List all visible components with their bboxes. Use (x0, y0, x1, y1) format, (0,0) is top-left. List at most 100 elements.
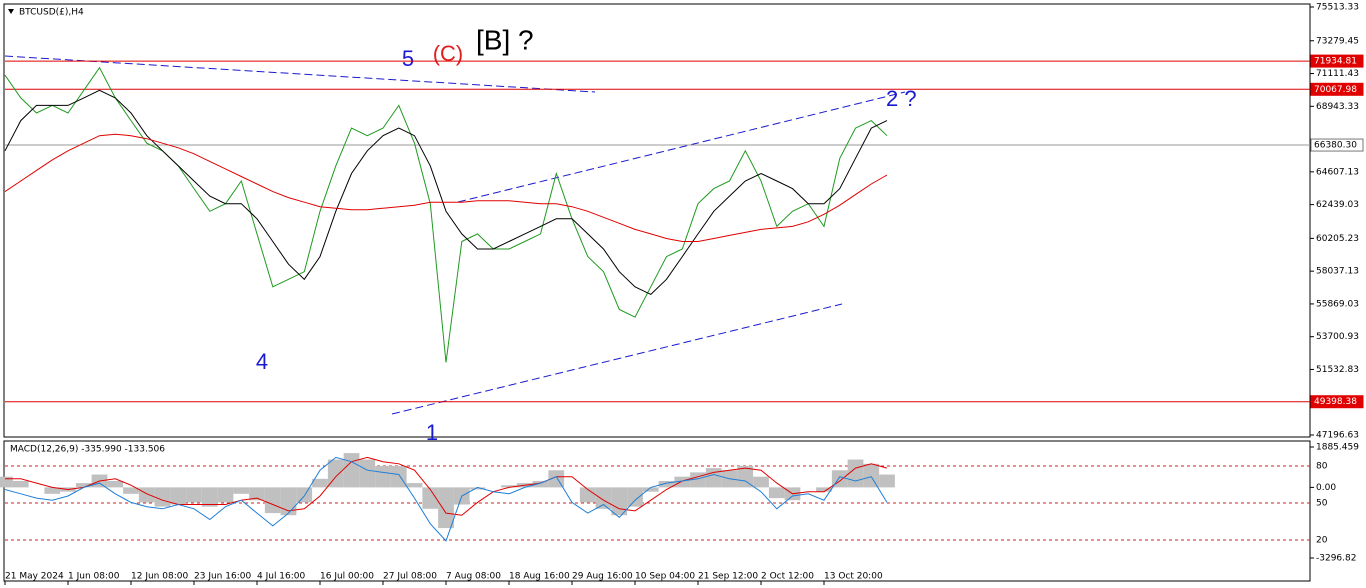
histogram-bar (768, 487, 785, 499)
histogram-bar (438, 487, 454, 529)
y-tick-label: 64607.13 (1316, 167, 1359, 177)
histogram-bar (847, 459, 864, 488)
histogram-bar (44, 487, 61, 494)
series-line (5, 456, 888, 516)
histogram-bar (201, 487, 218, 507)
histogram-bar (12, 480, 29, 488)
histogram-bar (123, 487, 139, 494)
series-line (4, 456, 888, 542)
x-tick-label: 13 Oct 20:00 (824, 572, 883, 582)
histogram-bar (343, 453, 360, 488)
x-tick-label: 4 Jul 16:00 (257, 572, 306, 582)
histogram-bar (879, 474, 895, 488)
histogram-bar (217, 487, 234, 503)
x-tick-label: 27 Jul 08:00 (383, 572, 437, 582)
histogram-bar (501, 485, 517, 488)
trend-lines (4, 55, 906, 415)
histogram-bar (312, 478, 328, 488)
histogram-bar (0, 476, 13, 488)
x-tick-label: 12 Jun 08:00 (131, 572, 188, 582)
histogram-bar (186, 487, 202, 503)
level-label: 70067.98 (1314, 85, 1357, 95)
histogram-bar (674, 476, 691, 488)
histogram-bar (422, 487, 439, 509)
y-tick-label: 60205.23 (1316, 234, 1359, 244)
x-tick-label: 7 Aug 08:00 (446, 572, 501, 582)
y-tick-label: 73279.45 (1316, 36, 1359, 46)
macd-title: MACD(12,26,9) -335.990 -133.506 (10, 445, 165, 455)
y-tick-label: 47196.63 (1316, 431, 1359, 441)
y-tick-label: 58037.13 (1316, 267, 1359, 277)
trend-line (457, 91, 906, 203)
x-tick-label: 23 Jun 16:00 (194, 572, 251, 582)
histogram-bar (264, 487, 281, 514)
x-tick-label: 18 Aug 16:00 (509, 572, 570, 582)
series-line (4, 89, 888, 296)
trend-line (4, 55, 596, 93)
y-tick-label: -3296.82 (1316, 554, 1356, 564)
histogram-bar (154, 487, 171, 507)
y-tick-label: 1885.459 (1316, 443, 1359, 453)
series-line (4, 66, 888, 363)
histogram-bar (642, 487, 659, 492)
histogram-bar (359, 459, 376, 488)
x-tick-label: 29 Aug 16:00 (572, 572, 633, 582)
histogram-bar (595, 487, 612, 509)
macd-panel (3, 440, 1311, 582)
y-tick-label: 68943.33 (1316, 102, 1359, 112)
x-tick-label: 1 Jun 08:00 (68, 572, 120, 582)
level-label: 20 (1316, 536, 1328, 546)
wave-label: (C) (433, 41, 464, 66)
histogram-bar (249, 487, 265, 501)
x-tick-label: 21 May 2024 (5, 572, 64, 582)
wave-label: 2 ? (886, 86, 917, 111)
histogram-bar (579, 487, 596, 503)
series-line (4, 133, 888, 242)
histogram-bar (737, 465, 754, 488)
histogram-bar (816, 487, 832, 492)
histogram-bar (611, 487, 628, 516)
x-tick-label: 21 Sep 12:00 (698, 572, 758, 582)
histogram-bar (327, 459, 344, 488)
y-tick-label: 75513.33 (1316, 3, 1359, 13)
level-label: 71934.81 (1314, 57, 1357, 67)
histogram-bar (390, 465, 407, 488)
macd-levels (5, 465, 1310, 541)
histogram-bar (406, 483, 423, 488)
histogram-bar (296, 487, 313, 503)
level-label-box (1310, 82, 1364, 96)
wave-label: 1 (426, 420, 438, 445)
level-label-box (1310, 54, 1364, 68)
wave-label: 4 (256, 349, 268, 374)
y-tick-label: 0.00 (1316, 483, 1336, 493)
level-label: 80 (1316, 462, 1328, 472)
histogram-bar (233, 487, 250, 494)
histogram-bar (753, 476, 769, 488)
histogram-bar (107, 480, 124, 488)
y-tick-label: 55869.03 (1316, 299, 1359, 309)
level-label: 50 (1316, 499, 1328, 509)
histogram-bar (863, 463, 880, 488)
y-tick-label: 51532.83 (1316, 365, 1359, 375)
x-tick-label: 16 Jul 00:00 (320, 572, 374, 582)
y-tick-label: 62439.03 (1316, 200, 1359, 210)
level-label-box (1310, 395, 1364, 409)
y-tick-label: 53700.93 (1316, 332, 1359, 342)
histogram-bar (170, 487, 187, 505)
menu-icon[interactable] (8, 9, 14, 14)
wave-label: 5 (402, 46, 414, 71)
level-label: 66380.30 (1314, 141, 1357, 151)
x-tick-label: 2 Oct 12:00 (761, 572, 814, 582)
trend-line (391, 303, 843, 415)
histogram-bar (138, 487, 155, 503)
price-panel (3, 3, 1311, 438)
x-tick-label: 10 Sep 04:00 (635, 572, 695, 582)
histogram-bar (627, 487, 643, 507)
level-label: 49398.38 (1314, 397, 1357, 407)
histogram-bar (375, 465, 391, 488)
histogram-bar (705, 468, 722, 488)
histogram-bar (75, 483, 92, 488)
wave-label: [B] ? (476, 24, 534, 55)
y-tick-label: 71111.43 (1316, 69, 1359, 79)
